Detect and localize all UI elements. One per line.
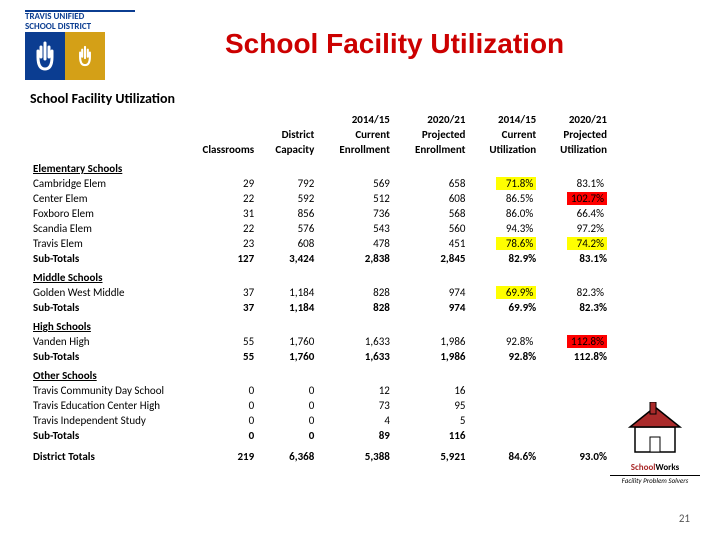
hand-left-icon [25,32,65,80]
utilization-table: School Facility Utilization 2014/15 2020… [30,90,610,463]
h-2020-util: 2020/21 [539,111,610,126]
section-header: Other Schools [30,363,610,382]
h-cur-u: Current [468,126,539,141]
page-title: School Facility Utilization [225,28,564,60]
section-header: High Schools [30,314,610,333]
table-row: Scandia Elem 22576 543560 94.3% 97.2% [30,220,610,235]
table-body: Elementary SchoolsCambridge Elem 29792 5… [30,156,610,463]
table-row: Foxboro Elem 31856 736568 86.0% 66.4% [30,205,610,220]
table-title: School Facility Utilization [30,90,610,107]
table-row: Travis Education Center High 00 7395 [30,397,610,412]
h-2020-proj: 2020/21 [393,111,469,126]
section-header: Elementary Schools [30,156,610,175]
district-total-row: District Totals 2196,368 5,3885,921 84.6… [30,442,610,463]
h-capacity: Capacity [257,141,317,156]
subtotal-row: Sub-Totals 551,760 1,6331,986 92.8%112.8… [30,348,610,363]
schoolhouse-icon [620,402,690,457]
logo-hands [25,32,105,80]
h-current: Current [317,126,393,141]
h-projected: Projected [393,126,469,141]
table-row: Golden West Middle 371,184 828974 69.9% … [30,284,610,299]
h-enr2: Enrollment [393,141,469,156]
table-row: Travis Community Day School 00 1216 [30,382,610,397]
sw-works: Works [656,462,680,473]
table-row: Center Elem 22592 512608 86.5% 102.7% [30,190,610,205]
subtotal-row: Sub-Totals 00 89116 [30,427,610,442]
table-row: Cambridge Elem 29792 569658 71.8% 83.1% [30,175,610,190]
h-classrooms: Classrooms [180,141,257,156]
h-2014-cur: 2014/15 [317,111,393,126]
data-table: 2014/15 2020/21 2014/15 2020/21 District… [30,111,610,463]
table-row: Travis Independent Study 00 45 [30,412,610,427]
district-logo: TRAVIS UNIFIED SCHOOL DISTRICT [25,10,135,80]
h-2014-util: 2014/15 [468,111,539,126]
h-util1: Utilization [468,141,539,156]
h-district: District [257,126,317,141]
subtotal-row: Sub-Totals 371,184 828974 69.9%82.3% [30,299,610,314]
h-enr1: Enrollment [317,141,393,156]
h-proj-u: Projected [539,126,610,141]
sw-school: School [631,462,656,473]
table-row: Travis Elem 23608 478451 78.6% 74.2% [30,235,610,250]
h-util2: Utilization [539,141,610,156]
logo-line2: SCHOOL DISTRICT [25,22,135,32]
page-number: 21 [679,512,690,525]
section-header: Middle Schools [30,265,610,284]
subtotal-row: Sub-Totals 1273,424 2,8382,845 82.9%83.1… [30,250,610,265]
sw-tagline: Facility Problem Solvers [610,476,700,485]
hand-right-icon [65,32,105,80]
schoolworks-logo: SchoolWorks Facility Problem Solvers [610,402,700,485]
table-header: 2014/15 2020/21 2014/15 2020/21 District… [30,111,610,156]
table-row: Vanden High 551,760 1,6331,986 92.8% 112… [30,333,610,348]
